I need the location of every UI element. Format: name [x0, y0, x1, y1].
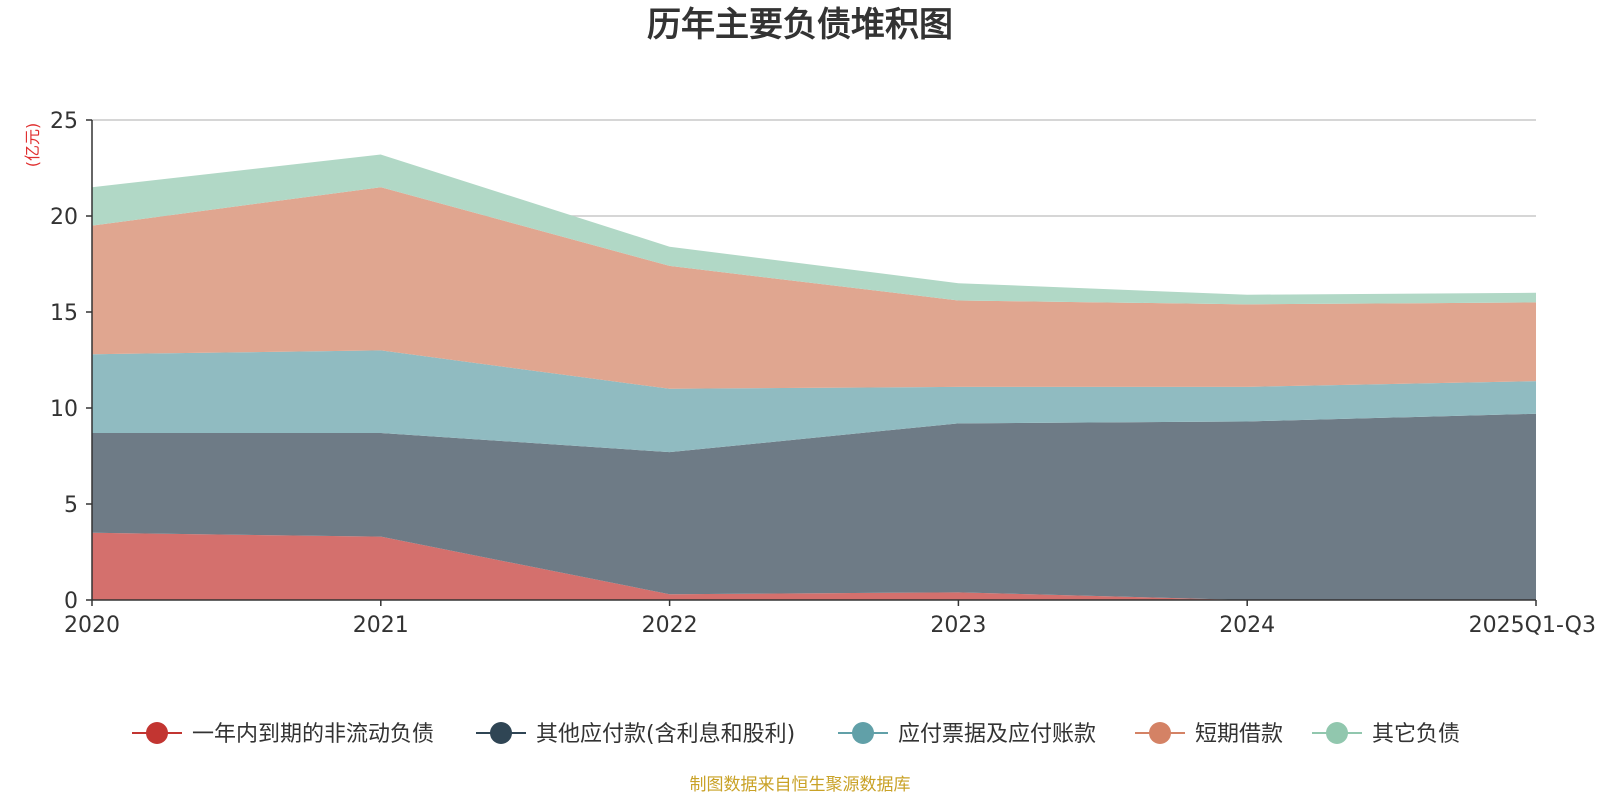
legend-item-2: 其他应付款(含利息和股利) [476, 722, 795, 747]
legend-item-4: 短期借款 [1135, 722, 1283, 747]
y-tick-label-0: 0 [64, 589, 78, 614]
y-tick-label-25: 25 [50, 109, 78, 134]
x-tick-label-2: 2021 [353, 613, 409, 638]
x-tick-label-6: 2025Q1-Q3 [1469, 613, 1596, 638]
area-series-1 [92, 532, 1536, 600]
legend-marker-icon [490, 722, 512, 744]
legend-label: 其他应付款(含利息和股利) [536, 722, 795, 747]
legend-marker-icon [852, 722, 874, 744]
legend-marker-icon [146, 722, 168, 744]
area-series-4 [92, 187, 1536, 389]
y-tick-label-5: 5 [64, 493, 78, 518]
legend-marker-icon [1149, 722, 1171, 744]
legend-label: 其它负债 [1372, 722, 1460, 747]
x-axis-ticks: 2020 2021 2022 2023 2024 2025Q1-Q3 [64, 600, 1596, 638]
area-series-group [92, 154, 1536, 600]
area-series-2 [92, 413, 1536, 600]
legend-marker-icon [1326, 722, 1348, 744]
y-axis-ticks: 0 5 10 15 20 25 [50, 109, 92, 614]
y-tick-label-10: 10 [50, 397, 78, 422]
legend-item-1: 一年内到期的非流动负债 [132, 722, 434, 747]
data-source-note: 制图数据来自恒生聚源数据库 [690, 775, 911, 795]
x-tick-label-5: 2024 [1219, 613, 1275, 638]
y-axis-unit-label: (亿元) [23, 123, 42, 168]
x-tick-label-1: 2020 [64, 613, 120, 638]
chart-title: 历年主要负债堆积图 [647, 5, 953, 45]
area-series-3 [92, 350, 1536, 453]
x-tick-label-3: 2022 [642, 613, 698, 638]
axes [91, 120, 1536, 601]
legend-item-3: 应付票据及应付账款 [838, 722, 1096, 747]
legend-item-5: 其它负债 [1312, 722, 1460, 747]
legend: 一年内到期的非流动负债 其他应付款(含利息和股利) 应付票据及应付账款 短期借款 其它负… [132, 722, 1460, 747]
legend-label: 应付票据及应付账款 [898, 722, 1096, 747]
legend-label: 短期借款 [1195, 722, 1283, 747]
y-tick-label-15: 15 [50, 301, 78, 326]
y-tick-label-20: 20 [50, 205, 78, 230]
area-series-5 [92, 154, 1536, 305]
legend-label: 一年内到期的非流动负债 [192, 722, 434, 747]
x-tick-label-4: 2023 [930, 613, 986, 638]
